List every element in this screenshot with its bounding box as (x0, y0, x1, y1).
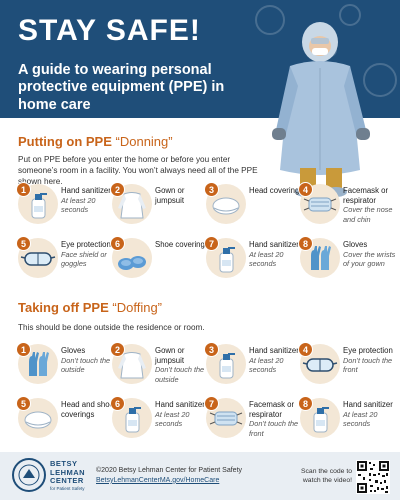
step-name: Eye protection (61, 240, 111, 249)
donning-step-4: 4 Facemask or respirator Cover the nose an… (298, 182, 398, 232)
homecare-link[interactable]: BetsyLehmanCenterMA.gov/HomeCare (96, 476, 220, 484)
doffing-section-title: Taking off PPE “Doffing” (18, 300, 163, 315)
donning-section-title: Putting on PPE “Donning” (18, 134, 173, 149)
step-note: At least 20 seconds (249, 355, 284, 374)
copyright-text: ©2020 Betsy Lehman Center for Patient Sa… (96, 467, 243, 474)
step-name: Facemask or respirator (249, 400, 295, 419)
mask-icon (206, 398, 246, 438)
doffing-step-2: 2 Gown or jumpsuit Don’t touch the outside (110, 342, 210, 392)
step-label: Hand sanitizer At least 20 seconds (61, 186, 116, 214)
step-label: Hand sanitizer At least 20 seconds (249, 240, 304, 268)
step-number-badge: 4 (298, 342, 313, 357)
step-label: Gown or jumpsuit Don’t touch the outside (155, 346, 210, 384)
footer: BETSY LEHMAN CENTER for Patient Safety ©… (0, 452, 400, 500)
step-note: Don’t touch the outside (61, 355, 111, 374)
logo-wordmark: BETSY LEHMAN CENTER for Patient Safety (50, 459, 86, 491)
step-number-badge: 8 (298, 236, 313, 251)
betsy-lehman-seal-icon (12, 458, 46, 492)
step-number-badge: 8 (298, 396, 313, 411)
page-title: STAY SAFE! (18, 14, 201, 47)
step-number-badge: 6 (110, 396, 125, 411)
step-label: Gloves Don’t touch the outside (61, 346, 116, 374)
step-note: At least 20 seconds (343, 409, 378, 428)
donning-step-7: 7 Hand sanitizer At least 20 seconds (204, 236, 304, 286)
step-number-badge: 1 (16, 182, 31, 197)
step-number-badge: 5 (16, 396, 31, 411)
donning-step-5: 5 Eye protection Face shield or goggles (16, 236, 116, 286)
step-label: Hand sanitizer At least 20 seconds (343, 400, 398, 428)
step-label: Head and shoe coverings (61, 400, 116, 419)
step-note: Cover the wrists of your gown (343, 249, 396, 268)
step-note: Cover the nose and chin (343, 205, 393, 224)
step-number-badge: 4 (298, 182, 313, 197)
donning-step-3: 3 Head covering (204, 182, 304, 232)
step-name: Facemask or respirator (343, 186, 389, 205)
gloves-icon (300, 238, 340, 278)
step-name: Hand sanitizer (249, 240, 299, 249)
step-label: Hand sanitizer At least 20 seconds (155, 400, 210, 428)
doffing-step-5: 5 Head and shoe coverings (16, 396, 116, 446)
step-name: Hand sanitizer (343, 400, 393, 409)
step-note: At least 20 seconds (61, 195, 96, 214)
doffing-step-4: 4 Eye protection Don’t touch the front (298, 342, 398, 392)
step-note: Don’t touch the outside (155, 365, 205, 384)
donning-intro: Put on PPE before you enter the home or … (18, 155, 258, 187)
page-subtitle: A guide to wearing personal protective e… (18, 62, 225, 113)
step-name: Head covering (249, 186, 300, 195)
scan-instruction: Scan the code to watch the video! (300, 468, 352, 484)
step-name: Head and shoe coverings (61, 400, 114, 419)
step-name: Gown or jumpsuit (155, 186, 185, 205)
step-name: Hand sanitizer (61, 186, 111, 195)
step-number-badge: 1 (16, 342, 31, 357)
ppe-figure-icon (272, 22, 370, 197)
step-label: Shoe coverings (155, 240, 210, 250)
sanitizer-icon (112, 398, 152, 438)
step-name: Gown or jumpsuit (155, 346, 185, 365)
doffing-intro: This should be done outside the residenc… (18, 323, 205, 332)
step-name: Gloves (61, 346, 86, 355)
step-number-badge: 5 (16, 236, 31, 251)
step-name: Shoe coverings (155, 240, 209, 249)
step-number-badge: 2 (110, 342, 125, 357)
donning-step-6: 6 Shoe coverings (110, 236, 210, 286)
step-note: Face shield or goggles (61, 249, 107, 268)
step-number-badge: 7 (204, 396, 219, 411)
step-note: At least 20 seconds (249, 249, 284, 268)
step-name: Hand sanitizer (155, 400, 205, 409)
doffing-step-3: 3 Hand sanitizer At least 20 seconds (204, 342, 304, 392)
step-number-badge: 6 (110, 236, 125, 251)
step-label: Hand sanitizer At least 20 seconds (249, 346, 304, 374)
step-label: Facemask or respirator Cover the nose and… (343, 186, 398, 224)
donning-step-2: 2 Gown or jumpsuit (110, 182, 210, 232)
doffing-step-7: 7 Facemask or respirator Don’t touch the f… (204, 396, 304, 446)
step-note: Don’t touch the front (249, 419, 299, 438)
header-banner: STAY SAFE! A guide to wearing personal p… (0, 0, 400, 118)
step-label: Facemask or respirator Don’t touch the fr… (249, 400, 304, 438)
doffing-step-1: 1 Gloves Don’t touch the outside (16, 342, 116, 392)
step-label: Gown or jumpsuit (155, 186, 210, 205)
donning-step-8: 8 Gloves Cover the wrists of your gown (298, 236, 398, 286)
step-label: Eye protection Face shield or goggles (61, 240, 116, 268)
step-label: Eye protection Don’t touch the front (343, 346, 398, 374)
gown-icon (112, 184, 152, 224)
step-label: Gloves Cover the wrists of your gown (343, 240, 398, 268)
step-label: Head covering (249, 186, 304, 196)
step-number-badge: 3 (204, 342, 219, 357)
step-name: Hand sanitizer (249, 346, 299, 355)
step-name: Gloves (343, 240, 368, 249)
copyright-block: ©2020 Betsy Lehman Center for Patient Sa… (96, 466, 242, 486)
doffing-step-8: 8 Hand sanitizer At least 20 seconds (298, 396, 398, 446)
step-number-badge: 3 (204, 182, 219, 197)
doffing-step-6: 6 Hand sanitizer At least 20 seconds (110, 396, 210, 446)
step-note: At least 20 seconds (155, 409, 190, 428)
step-name: Eye protection (343, 346, 393, 355)
step-note: Don’t touch the front (343, 355, 393, 374)
donning-step-1: 1 Hand sanitizer At least 20 seconds (16, 182, 116, 232)
step-number-badge: 7 (204, 236, 219, 251)
qr-code-icon[interactable] (356, 460, 390, 494)
step-number-badge: 2 (110, 182, 125, 197)
